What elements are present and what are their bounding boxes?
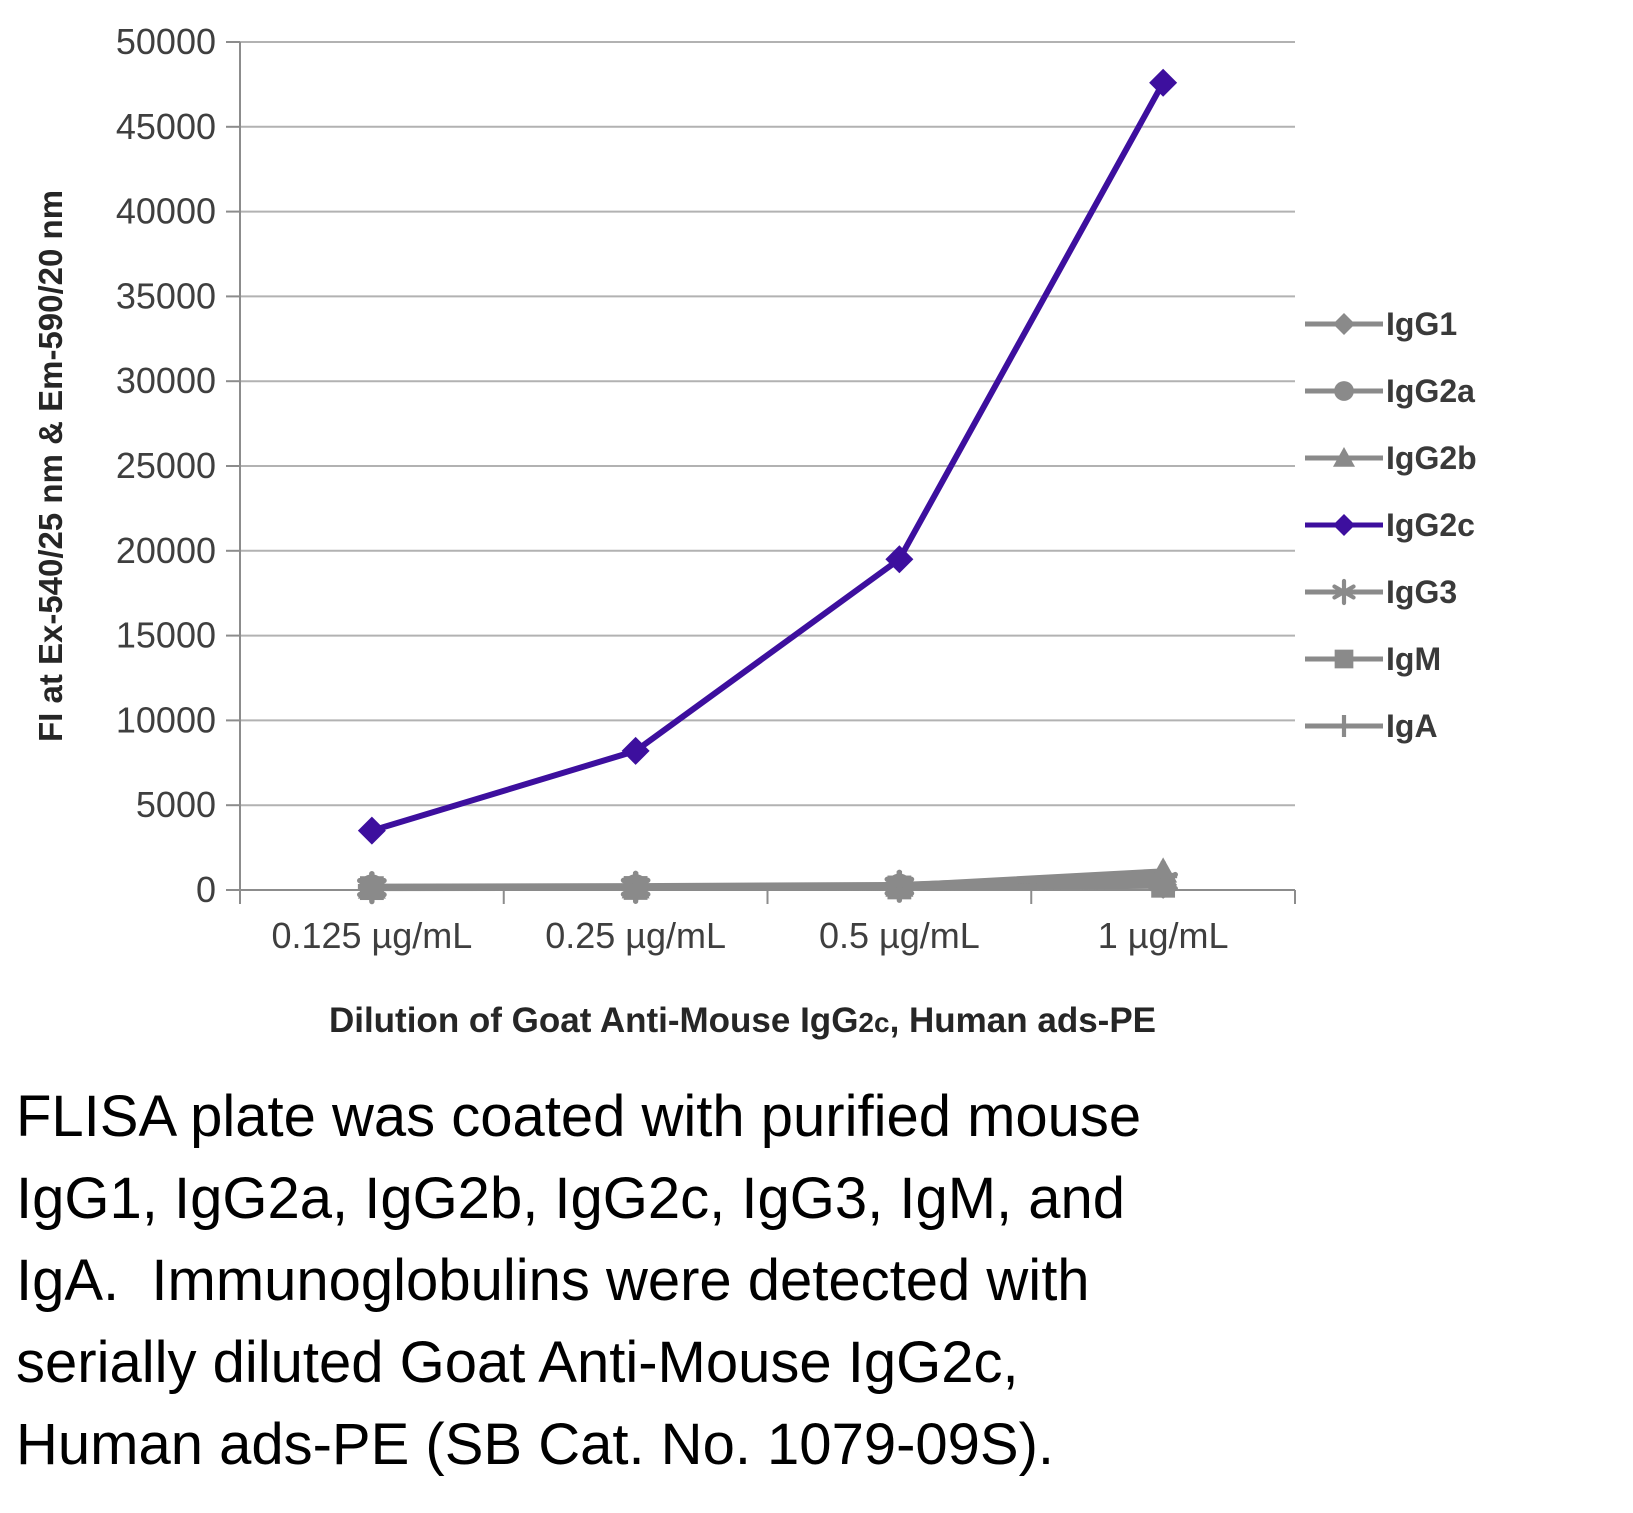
svg-text:0: 0 bbox=[196, 869, 216, 910]
legend-label: IgG2c bbox=[1386, 506, 1475, 543]
svg-text:10000: 10000 bbox=[116, 699, 216, 740]
caption-line: IgA. Immunoglobulins were detected with bbox=[16, 1248, 1090, 1313]
chart-area: 0 5000 10000 15000 20000 25000 30000 35000 40000… bbox=[32, 21, 1477, 1040]
series-IgA bbox=[357, 861, 1178, 901]
svg-text:50000: 50000 bbox=[116, 21, 216, 62]
caption-line: serially diluted Goat Anti-Mouse IgG2c, bbox=[16, 1330, 1019, 1395]
legend: IgG1 IgG2a IgG2b IgG2c IgG3 IgM IgA bbox=[1302, 306, 1477, 745]
diamond-marker-icon bbox=[1305, 313, 1383, 335]
svg-text:0.5 µg/mL: 0.5 µg/mL bbox=[819, 915, 980, 956]
svg-text:5000: 5000 bbox=[136, 784, 216, 825]
svg-text:40000: 40000 bbox=[116, 191, 216, 232]
line-chart: 0 5000 10000 15000 20000 25000 30000 35000 40000… bbox=[32, 21, 1296, 1040]
legend-label: IgA bbox=[1386, 707, 1438, 744]
plus-marker-icon bbox=[1305, 715, 1383, 737]
legend-item-IgG2a: IgG2a bbox=[1302, 373, 1477, 410]
legend-label: IgM bbox=[1386, 640, 1442, 677]
legend-item-IgA: IgA bbox=[1302, 708, 1477, 745]
legend-item-IgG2b: IgG2b bbox=[1302, 440, 1477, 477]
caption-line: IgG1, IgG2a, IgG2b, IgG2c, IgG3, IgM, an… bbox=[16, 1166, 1126, 1231]
x-axis-title: Dilution of Goat Anti-Mouse IgG2c, Human… bbox=[329, 1001, 1156, 1040]
circle-marker-icon bbox=[1305, 381, 1383, 401]
y-axis-title: FI at Ex-540/25 nm & Em-590/20 nm bbox=[32, 190, 69, 742]
square-marker-icon bbox=[1305, 649, 1383, 669]
asterisk-marker-icon bbox=[1305, 578, 1383, 606]
triangle-marker-icon bbox=[1305, 447, 1383, 467]
figure-caption: FLISA plate was coated with purified mou… bbox=[0, 1050, 1633, 1486]
caption-line: FLISA plate was coated with purified mou… bbox=[16, 1084, 1142, 1149]
svg-text:0.25 µg/mL: 0.25 µg/mL bbox=[545, 915, 726, 956]
legend-item-IgG3: IgG3 bbox=[1302, 574, 1477, 611]
legend-label: IgG3 bbox=[1386, 573, 1458, 610]
legend-label: IgG2a bbox=[1386, 372, 1475, 409]
caption-line: Human ads-PE (SB Cat. No. 1079-09S). bbox=[16, 1412, 1055, 1477]
svg-text:45000: 45000 bbox=[116, 106, 216, 147]
svg-text:20000: 20000 bbox=[116, 530, 216, 571]
svg-text:0.125 µg/mL: 0.125 µg/mL bbox=[271, 915, 472, 956]
legend-item-IgG1: IgG1 bbox=[1302, 306, 1477, 343]
svg-text:30000: 30000 bbox=[116, 360, 216, 401]
legend-item-IgM: IgM bbox=[1302, 641, 1477, 678]
gridlines bbox=[240, 41, 1295, 891]
svg-text:35000: 35000 bbox=[116, 275, 216, 316]
svg-text:1 µg/mL: 1 µg/mL bbox=[1098, 915, 1229, 956]
svg-text:25000: 25000 bbox=[116, 445, 216, 486]
diamond-marker-icon bbox=[1305, 514, 1383, 536]
svg-text:15000: 15000 bbox=[116, 615, 216, 656]
legend-item-IgG2c: IgG2c bbox=[1302, 507, 1477, 544]
legend-label: IgG1 bbox=[1386, 305, 1458, 342]
series-IgG2c bbox=[357, 68, 1178, 845]
legend-label: IgG2b bbox=[1386, 439, 1477, 476]
